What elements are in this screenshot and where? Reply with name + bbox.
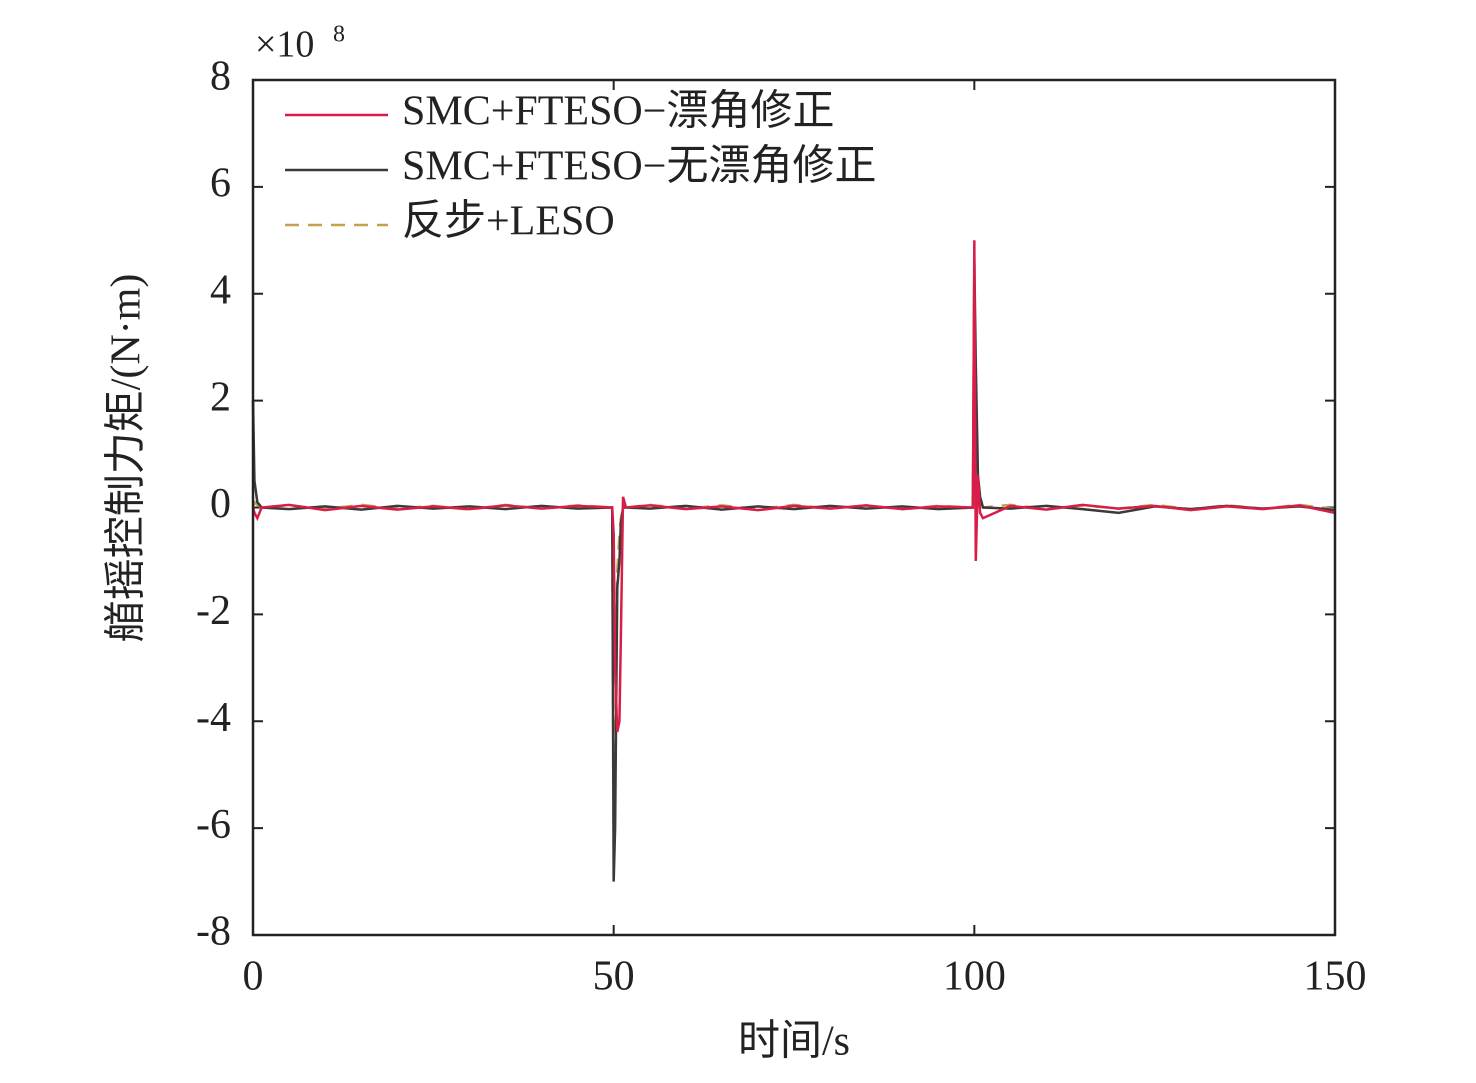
y-multiplier-exponent: 8 (333, 22, 345, 48)
y-tick-label: 4 (210, 267, 231, 313)
legend-label: SMC+FTESO−无漂角修正 (402, 144, 876, 190)
legend-label: SMC+FTESO−漂角修正 (402, 89, 834, 135)
y-tick-label: 2 (210, 374, 231, 420)
y-tick-label: -6 (196, 802, 231, 848)
y-tick-label: -8 (196, 909, 231, 955)
x-tick-label: 50 (593, 954, 635, 1000)
x-tick-label: 150 (1304, 954, 1367, 1000)
y-tick-label: 6 (210, 161, 231, 207)
x-tick-label: 0 (243, 954, 264, 1000)
x-axis-label: 时间/s (738, 1019, 850, 1065)
y-axis-label: 艏摇控制力矩/(N·m) (104, 274, 150, 643)
y-tick-label: -4 (196, 695, 231, 741)
legend-label: 反步+LESO (402, 199, 615, 245)
series-line (251, 240, 1336, 733)
y-tick-label: 0 (210, 481, 231, 527)
y-tick-label: 8 (210, 54, 231, 100)
y-tick-label: -2 (196, 588, 231, 634)
x-tick-label: 100 (943, 954, 1006, 1000)
plot-frame (251, 78, 1337, 937)
y-multiplier: ×10 (255, 24, 314, 66)
